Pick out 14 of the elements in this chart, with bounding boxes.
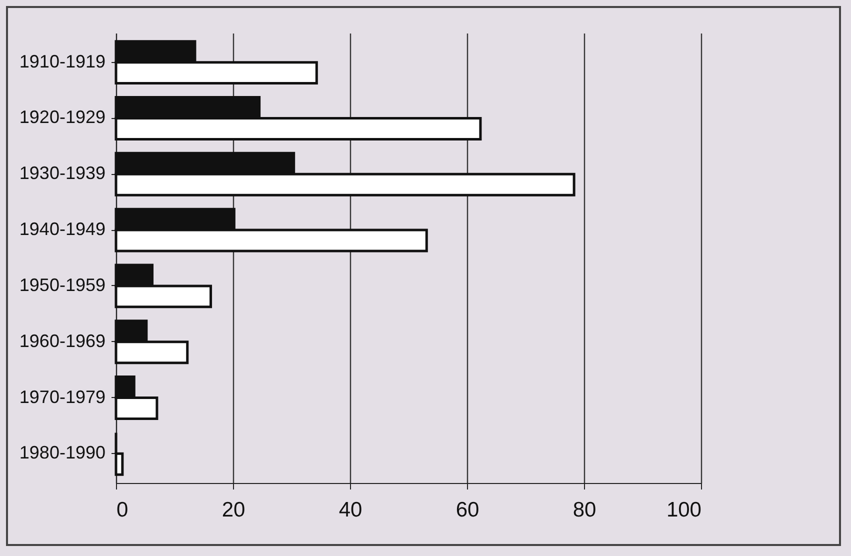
y-tick-label: 1940-1949 — [19, 219, 106, 240]
x-tick-label: 60 — [456, 498, 480, 522]
y-tick-label: 1930-1939 — [19, 163, 106, 184]
y-tick-label: 1980-1990 — [19, 442, 106, 463]
x-tick-label: 80 — [572, 498, 596, 522]
y-tick-label: 1910-1919 — [19, 51, 106, 72]
y-tick-label: 1970-1979 — [19, 386, 106, 407]
x-tick-label: 100 — [666, 498, 702, 522]
y-tick-label: 1920-1929 — [19, 107, 106, 128]
y-tick-label: 1950-1959 — [19, 274, 106, 295]
x-tick-label: 20 — [222, 498, 246, 522]
x-tick-label: 40 — [338, 498, 362, 522]
y-tick-label: 1960-1969 — [19, 330, 106, 351]
x-tick-label: 0 — [116, 498, 128, 522]
